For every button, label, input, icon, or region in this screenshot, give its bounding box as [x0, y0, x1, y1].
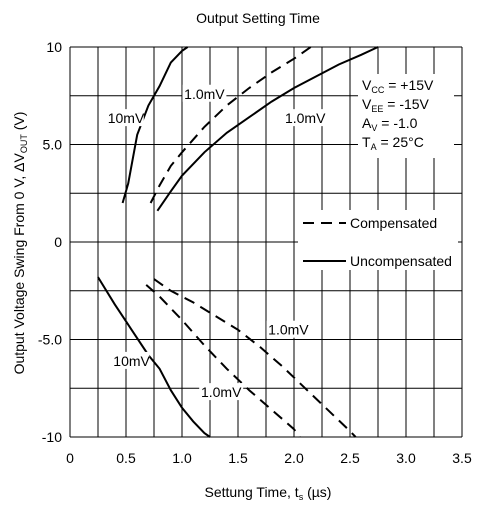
- uncompensated-curve: [156, 46, 379, 212]
- annotation-backing: [113, 351, 150, 369]
- y-tick-label: 0: [54, 234, 62, 250]
- x-tick-label: 0.5: [116, 450, 136, 466]
- y-tick-label: -10: [42, 429, 62, 445]
- condition-line: VEE = -15V: [362, 96, 430, 114]
- curve-label: 10mV: [113, 353, 150, 369]
- y-tick-label: -5.0: [38, 332, 62, 348]
- x-axis-label: Settung Time, ts (µs): [205, 484, 332, 502]
- condition-line: AV = -1.0: [362, 115, 418, 133]
- compensated-curve: [153, 278, 357, 438]
- chart-title: Output Setting Time: [196, 10, 320, 26]
- uncompensated-curve: [121, 46, 189, 204]
- legend-label: Uncompensated: [350, 253, 452, 269]
- x-tick-label: 3.5: [452, 450, 472, 466]
- annotation-backing: [199, 383, 244, 401]
- annotation-backing: [283, 109, 328, 127]
- curve-annotations: 10mV 1.0mV 1.0mV 1.0mV 10mV 1.0mV: [108, 84, 328, 401]
- x-tick-label: 2.0: [284, 450, 304, 466]
- curve-label: 1.0mV: [184, 86, 225, 102]
- conditions-backing: [358, 74, 454, 158]
- uncompensated-curve: [97, 276, 211, 438]
- curve-label: 10mV: [108, 110, 145, 126]
- y-tick-label: 5.0: [43, 137, 63, 153]
- curve-label: 1.0mV: [268, 322, 309, 338]
- compensated-curve: [149, 46, 312, 204]
- x-tick-label: 0: [66, 450, 74, 466]
- condition-line: VCC = +15V: [362, 77, 434, 95]
- compensated-curve: [145, 284, 301, 438]
- annotation-backing: [108, 109, 144, 127]
- annotation-backing: [266, 320, 311, 338]
- x-tick-label: 1.0: [172, 450, 192, 466]
- curve-label: 1.0mV: [201, 384, 242, 400]
- legend: Compensated Uncompensated: [298, 210, 458, 270]
- x-tick-label: 3.0: [396, 450, 416, 466]
- legend-label: Compensated: [350, 215, 437, 231]
- series-lines: [97, 46, 379, 438]
- condition-line: TA = 25°C: [362, 134, 424, 152]
- annotation-backing: [182, 84, 227, 102]
- y-axis-label: Output Voltage Swing From 0 V, ΔVOUT (V): [11, 112, 29, 375]
- x-tick-label: 1.5: [228, 450, 248, 466]
- y-tick-label: 10: [46, 39, 62, 55]
- x-tick-label: 2.5: [340, 450, 360, 466]
- curve-label: 1.0mV: [285, 110, 326, 126]
- tick-labels: 0 0.5 1.0 1.5 2.0 2.5 3.0 3.5 10 5.0 0 -5.0 -10: [38, 39, 472, 466]
